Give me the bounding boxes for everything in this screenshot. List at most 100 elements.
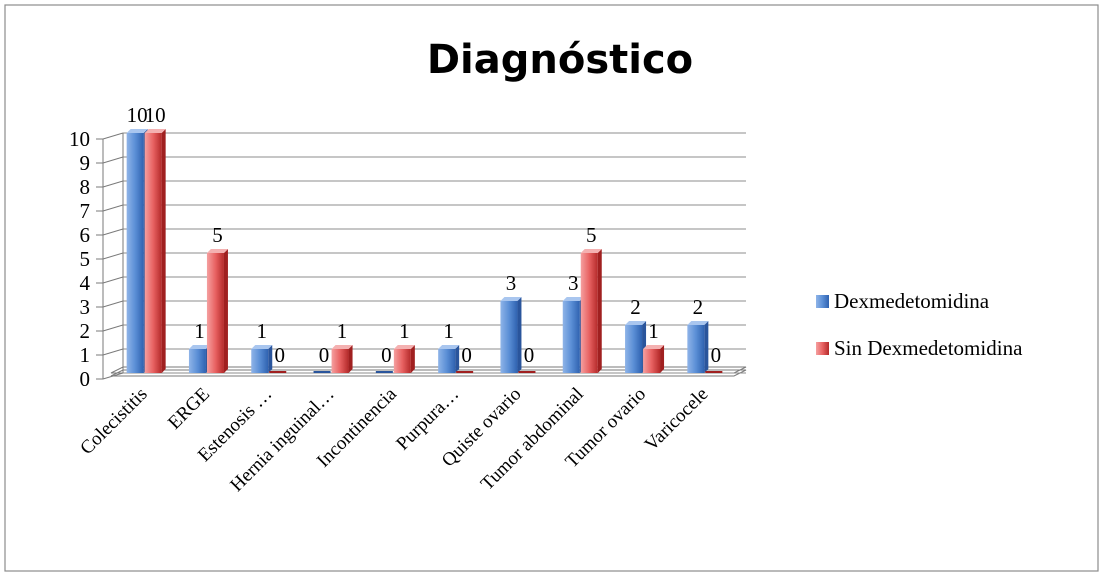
bar-dexmedetomidina [687,321,709,373]
bar-top [126,129,148,133]
wall-tick [102,252,124,260]
bar-front [188,349,206,373]
bar-front [144,133,162,373]
bar-dexmedetomidina [313,371,331,373]
bar-dexmedetomidina [500,297,522,373]
bar-sin-dexmedetomidina [456,371,474,373]
bar-front [206,253,224,373]
bar-dexmedetomidina [438,345,460,373]
bar-top [206,249,228,253]
wall-tick [102,372,124,380]
bar-dexmedetomidina [188,345,210,373]
bar-dexmedetomidina [562,297,584,373]
bar-zero [518,371,536,373]
bar-zero [313,371,331,373]
bar-side [704,321,709,373]
bar-sin-dexmedetomidina [580,249,602,373]
bar-zero [269,371,287,373]
data-label: 1 [337,319,348,343]
data-label: 1 [399,319,410,343]
wall-tick [102,156,124,164]
bar-top [643,345,665,349]
y-tick-label: 7 [80,199,91,223]
bar-top [188,345,210,349]
bar-top [251,345,273,349]
y-tick-label: 2 [80,319,91,343]
y-tick-label: 4 [80,271,91,295]
data-label: 10 [145,103,166,127]
data-label: 1 [257,319,268,343]
data-label: 2 [693,295,704,319]
data-label: 2 [630,295,641,319]
wall-tick [102,132,124,140]
data-label: 0 [319,343,330,367]
y-tick-label: 9 [80,151,91,175]
bar-top [438,345,460,349]
bar-front [331,349,349,373]
legend-swatch [816,295,829,308]
bar-front [251,349,269,373]
bar-front [438,349,456,373]
bar-sin-dexmedetomidina [269,371,287,373]
wall-tick [102,324,124,332]
bar-dexmedetomidina [625,321,647,373]
bar-sin-dexmedetomidina [393,345,415,373]
data-label: 0 [461,343,472,367]
bar-front [393,349,411,373]
bar-top [687,321,709,325]
bar-side [268,345,273,373]
bar-sin-dexmedetomidina [144,129,166,373]
legend-entry: Dexmedetomidina [816,289,990,313]
data-label: 5 [586,223,597,247]
bar-front [126,133,144,373]
bar-side [597,249,602,373]
legend-label: Dexmedetomidina [834,289,990,313]
data-label: 0 [381,343,392,367]
bar-top [393,345,415,349]
data-label: 1 [194,319,205,343]
bar-front [580,253,598,373]
data-label: 3 [568,271,579,295]
bar-sin-dexmedetomidina [331,345,353,373]
bar-sin-dexmedetomidina [206,249,228,373]
bar-sin-dexmedetomidina [705,371,723,373]
bar-dexmedetomidina [375,371,393,373]
legend-swatch [816,342,829,355]
chart-floor-edge [110,369,747,377]
wall-tick [102,228,124,236]
bar-zero [456,371,474,373]
bar-top [144,129,166,133]
data-label: 0 [711,343,722,367]
data-label: 0 [275,343,286,367]
bar-dexmedetomidina [126,129,148,373]
bar-side [348,345,353,373]
bar-side [455,345,460,373]
chart-title: Diagnóstico [427,37,693,83]
bar-side [410,345,415,373]
wall-tick [102,276,124,284]
wall-tick [102,180,124,188]
legend-label: Sin Dexmedetomidina [834,336,1023,360]
y-tick-label: 10 [69,127,90,151]
wall-tick [102,204,124,212]
bar-sin-dexmedetomidina [643,345,665,373]
wall-tick [102,300,124,308]
bar-dexmedetomidina [251,345,273,373]
bar-side [517,297,522,373]
data-label: 3 [506,271,517,295]
bar-front [687,325,705,373]
legend-entry: Sin Dexmedetomidina [816,336,1023,360]
y-tick-label: 8 [80,175,91,199]
data-label: 5 [212,223,223,247]
y-tick-label: 1 [80,343,91,367]
bar-front [500,301,518,373]
bar-front [625,325,643,373]
data-label: 10 [127,103,148,127]
data-label: 1 [443,319,454,343]
chart-frame [4,4,1099,572]
bar-top [331,345,353,349]
y-tick-label: 3 [80,295,91,319]
bar-front [643,349,661,373]
bar-side [223,249,228,373]
